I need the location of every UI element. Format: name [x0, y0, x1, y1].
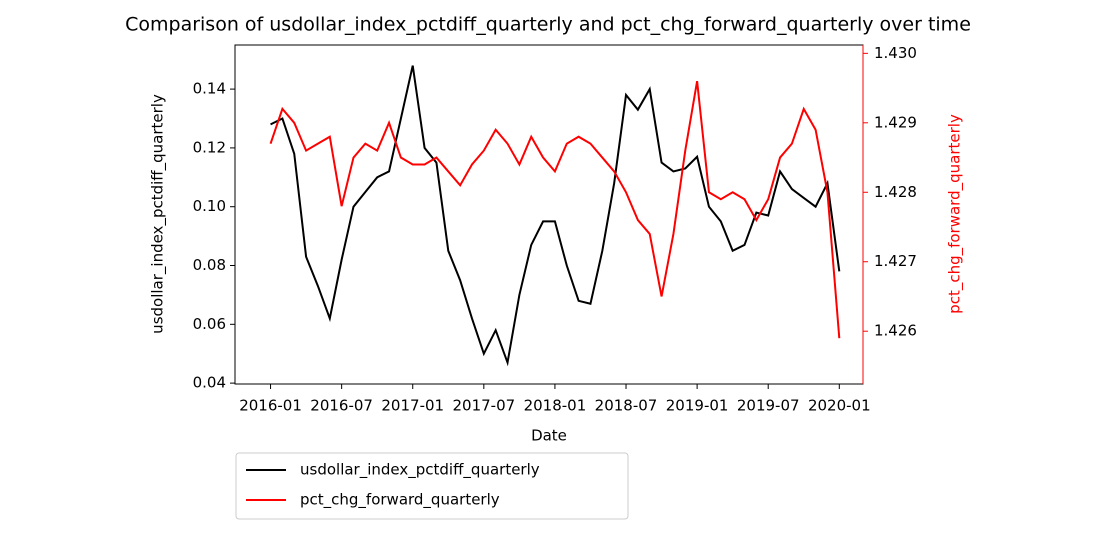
x-tick-label: 2016-07 — [310, 397, 373, 415]
y2-axis-label: pct_chg_forward_quarterly — [946, 114, 965, 314]
data-line — [269, 80, 841, 339]
y-tick-label: 0.12 — [193, 138, 226, 156]
y2-tick-label: 1.430 — [874, 44, 917, 62]
y-tick-label: 0.04 — [193, 374, 226, 392]
x-tick-label: 2017-07 — [452, 397, 515, 415]
x-tick-label: 2018-07 — [595, 397, 658, 415]
y-axis-label: usdollar_index_pctdiff_quarterly — [149, 94, 168, 334]
y-tick-label: 0.08 — [193, 256, 226, 274]
data-line — [270, 65, 841, 367]
chart-title: Comparison of usdollar_index_pctdiff_qua… — [125, 14, 971, 36]
y-tick-label: 0.10 — [193, 197, 226, 215]
y2-tick-label: 1.428 — [874, 183, 917, 201]
x-axis-label: Date — [531, 427, 567, 445]
legend-box — [235, 452, 629, 520]
legend-label: usdollar_index_pctdiff_quarterly — [300, 461, 540, 480]
y-tick-label: 0.06 — [193, 315, 226, 333]
x-tick-label: 2019-07 — [737, 397, 800, 415]
y2-tick-label: 1.426 — [874, 322, 917, 340]
legend-label: pct_chg_forward_quarterly — [300, 491, 500, 510]
x-tick-label: 2017-01 — [381, 397, 444, 415]
x-tick-label: 2018-01 — [524, 397, 587, 415]
x-tick-label: 2019-01 — [666, 397, 729, 415]
x-tick-label: 2016-01 — [239, 397, 302, 415]
y2-tick-label: 1.427 — [874, 252, 917, 270]
x-tick-label: 2020-01 — [808, 397, 871, 415]
y2-tick-label: 1.429 — [874, 113, 917, 131]
y-tick-label: 0.14 — [193, 80, 226, 98]
